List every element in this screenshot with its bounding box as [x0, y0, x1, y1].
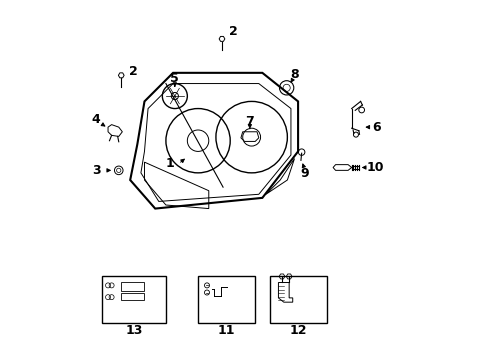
Bar — [198, 276, 255, 323]
Text: 3: 3 — [92, 164, 101, 177]
Text: 2: 2 — [229, 25, 238, 38]
Text: 13: 13 — [125, 324, 142, 337]
Text: 12: 12 — [289, 324, 306, 337]
Text: 4: 4 — [92, 113, 101, 126]
Text: 6: 6 — [371, 121, 380, 134]
Text: 11: 11 — [218, 324, 235, 337]
Text: 1: 1 — [165, 157, 174, 170]
Bar — [269, 276, 326, 323]
Text: 10: 10 — [366, 161, 383, 174]
Bar — [121, 282, 144, 291]
Bar — [121, 293, 144, 300]
Text: 7: 7 — [245, 114, 254, 127]
Bar — [102, 276, 165, 323]
Text: 8: 8 — [289, 68, 298, 81]
Text: 5: 5 — [170, 72, 179, 85]
Text: 2: 2 — [129, 64, 138, 77]
Text: 9: 9 — [300, 167, 308, 180]
